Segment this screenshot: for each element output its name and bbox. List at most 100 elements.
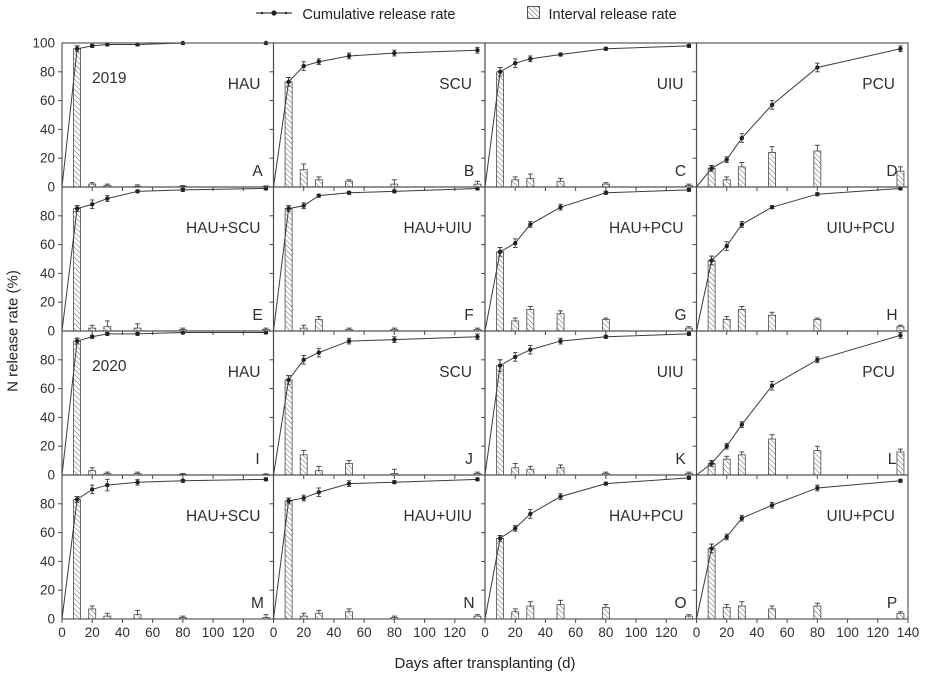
treatment-label: UIU+PCU [827, 220, 895, 237]
svg-text:0: 0 [47, 180, 55, 195]
panel-letter: P [887, 595, 897, 612]
svg-text:80: 80 [598, 625, 613, 640]
cumulative-markers [74, 40, 269, 53]
svg-text:120: 120 [444, 625, 467, 640]
panel-A: 20 40 60 80 0 100 2019 HAU A [32, 36, 275, 195]
cumulative-line [273, 187, 478, 332]
svg-text:0: 0 [270, 625, 278, 640]
panel-N: 0 20 40 60 80 100 120 HAU+UIU N [269, 474, 486, 640]
panel-letter: G [674, 307, 686, 324]
year-label: 2019 [92, 70, 126, 87]
panel-H: UIU+PCU H [692, 186, 909, 335]
interval-bars [707, 434, 905, 476]
treatment-label: HAU+PCU [609, 220, 684, 237]
svg-text:60: 60 [568, 625, 583, 640]
panel-border [695, 474, 909, 620]
treatment-label: HAU+UIU [404, 220, 472, 237]
svg-text:120: 120 [867, 625, 890, 640]
svg-text:20: 20 [40, 583, 55, 598]
cumulative-markers [497, 475, 692, 542]
svg-text:80: 80 [40, 208, 55, 223]
cumulative-markers [74, 186, 269, 212]
svg-text:40: 40 [40, 122, 55, 137]
panel-letter: B [464, 163, 474, 180]
cumulative-line [696, 480, 901, 620]
svg-text:20: 20 [40, 439, 55, 454]
treatment-label: PCU [862, 364, 895, 381]
cumulative-line [484, 477, 689, 620]
svg-text:40: 40 [40, 266, 55, 281]
svg-text:60: 60 [40, 237, 55, 252]
panel-letter: H [886, 307, 897, 324]
svg-text:80: 80 [810, 625, 825, 640]
cumulative-markers [74, 330, 269, 345]
svg-text:40: 40 [749, 625, 764, 640]
cumulative-line [61, 42, 266, 188]
svg-text:20: 20 [85, 625, 100, 640]
panel-C: UIU C [481, 42, 698, 191]
panel-border [484, 474, 698, 620]
svg-text:60: 60 [780, 625, 795, 640]
interval-bars [496, 535, 693, 620]
interval-bars [73, 45, 270, 188]
treatment-label: HAU+UIU [404, 508, 472, 525]
svg-text:60: 60 [40, 93, 55, 108]
svg-text:80: 80 [40, 496, 55, 511]
panel-G: HAU+PCU G [481, 186, 698, 335]
cumulative-markers [286, 333, 480, 385]
panel-letter: C [675, 163, 686, 180]
panel-K: UIU K [481, 330, 698, 479]
panel-L: PCU L [692, 330, 909, 479]
cumulative-markers [709, 45, 903, 172]
interval-bars [284, 375, 482, 476]
svg-text:20: 20 [40, 295, 55, 310]
cumulative-line [484, 189, 689, 332]
svg-text:40: 40 [538, 625, 553, 640]
treatment-label: HAU+PCU [609, 508, 684, 525]
svg-text:60: 60 [145, 625, 160, 640]
svg-text:80: 80 [175, 625, 190, 640]
cumulative-markers [497, 43, 692, 77]
panel-letter: I [255, 451, 259, 468]
svg-text:100: 100 [202, 625, 225, 640]
svg-text:40: 40 [40, 554, 55, 569]
cumulative-markers [286, 186, 480, 212]
cumulative-line [61, 331, 266, 476]
panel-border [272, 330, 486, 476]
svg-text:0: 0 [481, 625, 489, 640]
svg-text:100: 100 [32, 36, 55, 51]
panel-letter: J [465, 451, 473, 468]
panel-letter: E [252, 307, 262, 324]
interval-bars [496, 247, 693, 332]
cumulative-markers [709, 478, 903, 554]
svg-text:100: 100 [413, 625, 436, 640]
svg-text:0: 0 [47, 468, 55, 483]
cumulative-markers [286, 477, 480, 505]
interval-bars [707, 543, 905, 620]
panel-E: 20 40 60 80 0 HAU+SCU E [40, 186, 275, 339]
panel-border [695, 186, 909, 332]
svg-text:120: 120 [232, 625, 255, 640]
panel-D: PCU D [692, 42, 909, 191]
cumulative-line [696, 187, 901, 332]
cumulative-markers [74, 477, 269, 503]
treatment-label: SCU [439, 364, 472, 381]
panel-letter: M [251, 595, 264, 612]
panel-letter: L [888, 451, 897, 468]
treatment-label: UIU+PCU [827, 508, 895, 525]
panel-letter: O [674, 595, 686, 612]
cumulative-line [61, 187, 266, 332]
svg-text:80: 80 [387, 625, 402, 640]
panel-letter: N [463, 595, 474, 612]
cumulative-line [61, 478, 266, 620]
panel-letter: K [675, 451, 686, 468]
y-axis-title: N release rate (%) [4, 270, 22, 392]
treatment-label: HAU+SCU [186, 220, 261, 237]
treatment-label: PCU [862, 76, 895, 93]
svg-text:20: 20 [508, 625, 523, 640]
svg-text:80: 80 [40, 64, 55, 79]
svg-text:140: 140 [897, 625, 920, 640]
panel-border [61, 474, 275, 620]
